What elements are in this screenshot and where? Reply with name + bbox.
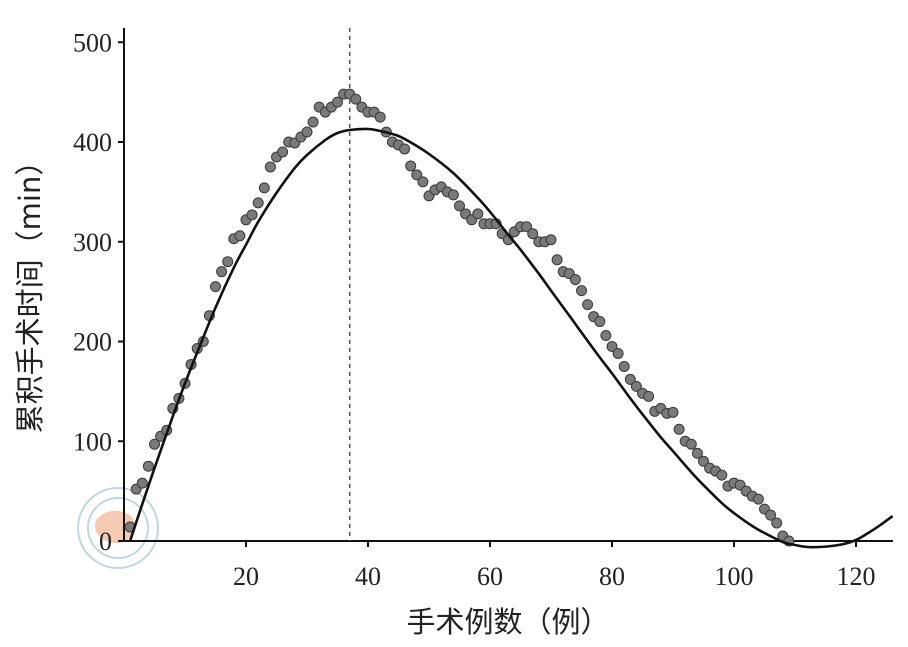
- data-point: [142, 460, 154, 472]
- x-tick-label: 40: [355, 562, 381, 591]
- data-point: [264, 161, 276, 173]
- data-point: [350, 93, 362, 105]
- data-point: [136, 477, 148, 489]
- x-ticks: 20 40 60 80 100 120: [233, 541, 876, 591]
- fit-curve: [128, 127, 894, 549]
- axes: [123, 28, 893, 542]
- x-tick-label: 120: [837, 562, 876, 591]
- data-point: [685, 438, 697, 450]
- data-point: [258, 182, 270, 194]
- data-point: [551, 254, 563, 266]
- data-point: [149, 438, 160, 450]
- x-tick-label: 100: [715, 562, 754, 591]
- data-point: [277, 146, 289, 158]
- data-point: [691, 447, 703, 459]
- data-point: [417, 176, 429, 188]
- y-tick-label: 200: [73, 328, 112, 357]
- data-point: [447, 189, 459, 201]
- data-point: [399, 143, 411, 155]
- data-point: [576, 285, 587, 297]
- data-point: [673, 423, 685, 435]
- data-point: [234, 230, 246, 242]
- x-axis-title: 手术例数（例）: [406, 605, 609, 639]
- data-point: [301, 126, 313, 138]
- y-ticks: 0 100 200 300 400 500: [73, 28, 124, 556]
- data-point: [210, 281, 221, 293]
- data-point: [667, 406, 679, 418]
- data-points: [124, 88, 795, 547]
- data-point: [307, 116, 319, 128]
- data-point: [545, 234, 557, 246]
- data-point: [618, 360, 630, 372]
- data-point: [374, 111, 386, 123]
- data-point: [472, 208, 484, 220]
- data-point: [411, 169, 423, 181]
- data-point: [521, 221, 533, 233]
- data-point: [716, 469, 728, 481]
- data-point: [527, 228, 539, 240]
- x-tick-label: 20: [233, 562, 259, 591]
- data-point: [454, 200, 465, 212]
- data-point: [332, 96, 343, 108]
- data-point: [246, 209, 258, 221]
- x-tick-label: 80: [599, 562, 625, 591]
- data-point: [405, 160, 417, 172]
- y-tick-label: 100: [73, 427, 112, 456]
- data-point: [594, 316, 606, 328]
- data-point: [765, 509, 777, 521]
- data-point: [252, 197, 264, 209]
- y-tick-label: 500: [73, 28, 112, 57]
- y-axis-title: 累积手术时间（min）: [13, 147, 47, 434]
- watermark-seal: [77, 487, 159, 569]
- data-point: [600, 330, 612, 342]
- data-point: [624, 373, 636, 385]
- data-point: [216, 266, 228, 278]
- y-tick-label: 0: [99, 527, 112, 556]
- data-point: [222, 256, 234, 268]
- data-point: [643, 390, 655, 402]
- data-point: [582, 299, 594, 311]
- data-point: [612, 347, 624, 359]
- y-tick-label: 300: [73, 228, 112, 257]
- data-point: [606, 340, 618, 352]
- y-tick-label: 400: [73, 128, 112, 157]
- data-point: [752, 493, 764, 505]
- x-tick-label: 60: [477, 562, 503, 591]
- data-point: [569, 274, 581, 286]
- data-point: [630, 380, 642, 392]
- data-point: [698, 455, 709, 467]
- data-point: [771, 517, 783, 529]
